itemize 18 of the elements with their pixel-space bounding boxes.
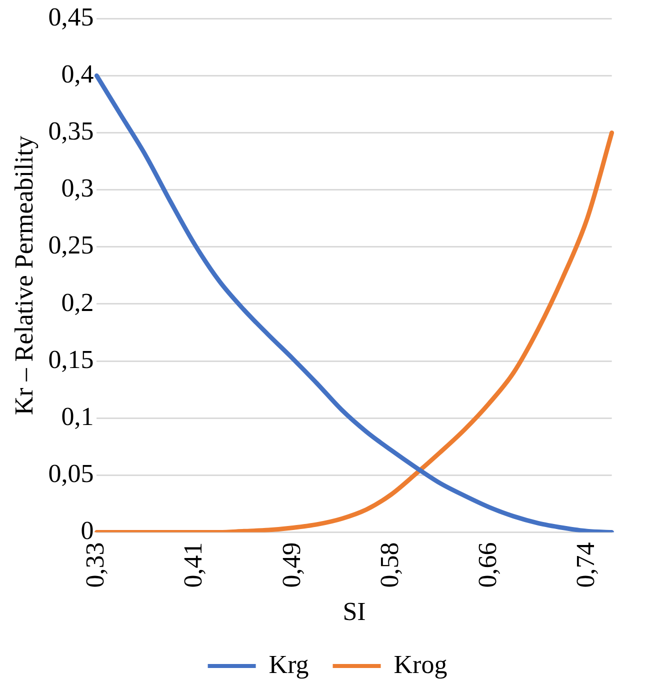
y-tick-label: 0,3 xyxy=(61,174,94,203)
x-axis-title: SI xyxy=(342,597,366,626)
legend-label: Krg xyxy=(268,650,309,679)
y-tick-label: 0,1 xyxy=(61,402,94,431)
x-tick-label: 0,58 xyxy=(374,542,404,588)
y-tick-label: 0,25 xyxy=(48,230,94,260)
legend-label: Krog xyxy=(394,650,448,679)
y-tick-label: 0,4 xyxy=(61,60,94,89)
y-tick-label: 0,45 xyxy=(48,2,94,32)
y-axis-title: Kr – Relative Permeability xyxy=(9,136,38,416)
y-tick-label: 0,15 xyxy=(48,344,94,374)
x-tick-label: 0,74 xyxy=(571,542,600,588)
y-tick-label: 0,05 xyxy=(48,459,94,488)
x-tick-label: 0,49 xyxy=(276,542,306,588)
x-tick-label: 0,41 xyxy=(178,542,208,588)
y-tick-label: 0,2 xyxy=(61,288,94,317)
y-tick-label: 0,35 xyxy=(48,116,94,146)
x-tick-label: 0,66 xyxy=(472,542,502,588)
